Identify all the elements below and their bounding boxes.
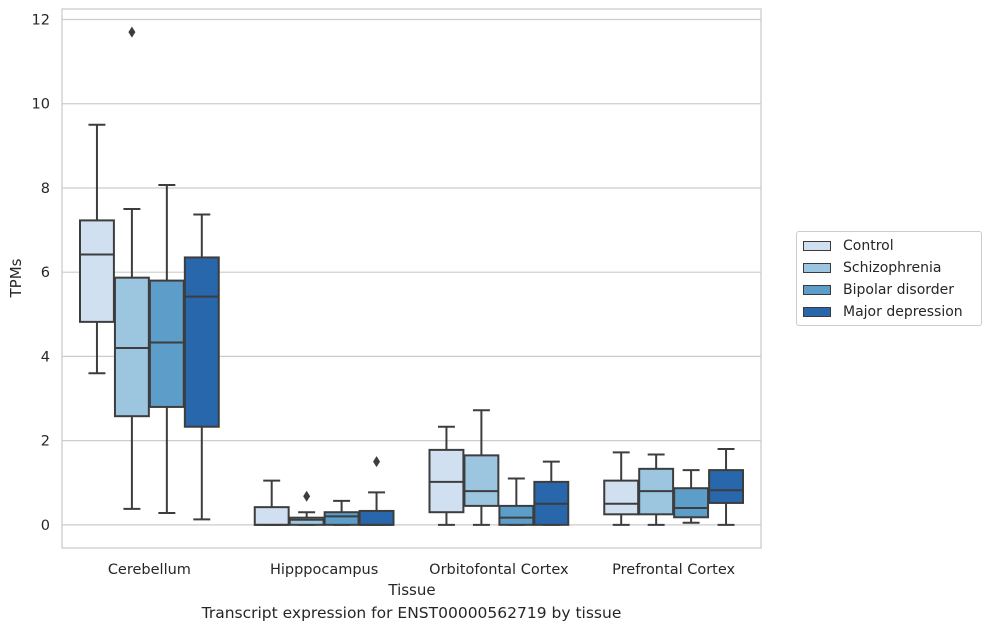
y-tick-label: 12	[32, 13, 50, 29]
outlier-marker	[303, 490, 311, 502]
legend-label-major-depression: Major depression	[843, 304, 963, 320]
legend-swatch-bipolar-disorder	[803, 285, 831, 295]
legend-item-schizophrenia: Schizophrenia	[803, 258, 941, 278]
y-tick-label: 4	[41, 349, 50, 365]
y-tick-label: 2	[41, 434, 50, 450]
box	[78, 219, 115, 323]
box	[183, 256, 220, 428]
legend-swatch-schizophrenia	[803, 263, 831, 273]
box	[358, 509, 395, 526]
box	[463, 454, 500, 507]
x-axis-label: Tissue	[387, 581, 435, 599]
box	[113, 276, 150, 418]
grid-lines	[62, 18, 761, 526]
y-axis-label: TPMs	[7, 258, 25, 298]
x-tick-label: Cerebellum	[108, 562, 191, 578]
box	[708, 469, 745, 504]
plot-area	[61, 8, 762, 549]
box	[288, 516, 325, 526]
x-tick-label: Hipppocampus	[270, 562, 378, 578]
box	[498, 504, 535, 526]
y-axis-ticks: 0 2 4 6 8 10 12	[32, 13, 50, 534]
legend-swatch-control	[803, 241, 831, 251]
legend-label-control: Control	[843, 238, 894, 254]
y-tick-label: 10	[32, 97, 50, 113]
x-axis-ticks: Cerebellum Hipppocampus Orbitofontal Corte…	[108, 562, 736, 578]
y-tick-label: 6	[41, 265, 50, 281]
legend-item-control: Control	[803, 236, 894, 256]
x-tick-label: Orbitofontal Cortex	[429, 562, 569, 578]
y-tick-label: 0	[41, 518, 50, 534]
chart-caption: Transcript expression for ENST0000056271…	[201, 604, 622, 622]
box	[323, 511, 360, 526]
box-series	[78, 26, 745, 526]
box	[603, 479, 640, 516]
legend: Control Schizophrenia Bipolar disorder M…	[796, 231, 982, 326]
legend-item-major-depression: Major depression	[803, 302, 963, 322]
outlier-marker	[128, 26, 136, 38]
legend-swatch-major-depression	[803, 307, 831, 317]
legend-label-bipolar-disorder: Bipolar disorder	[843, 282, 955, 298]
x-tick-label: Prefrontal Cortex	[612, 562, 735, 578]
box	[253, 506, 290, 526]
legend-item-bipolar-disorder: Bipolar disorder	[803, 280, 954, 300]
box	[148, 279, 185, 408]
outlier-marker	[373, 456, 381, 468]
legend-label-schizophrenia: Schizophrenia	[843, 260, 942, 276]
box	[673, 487, 710, 519]
y-tick-label: 8	[41, 181, 50, 197]
